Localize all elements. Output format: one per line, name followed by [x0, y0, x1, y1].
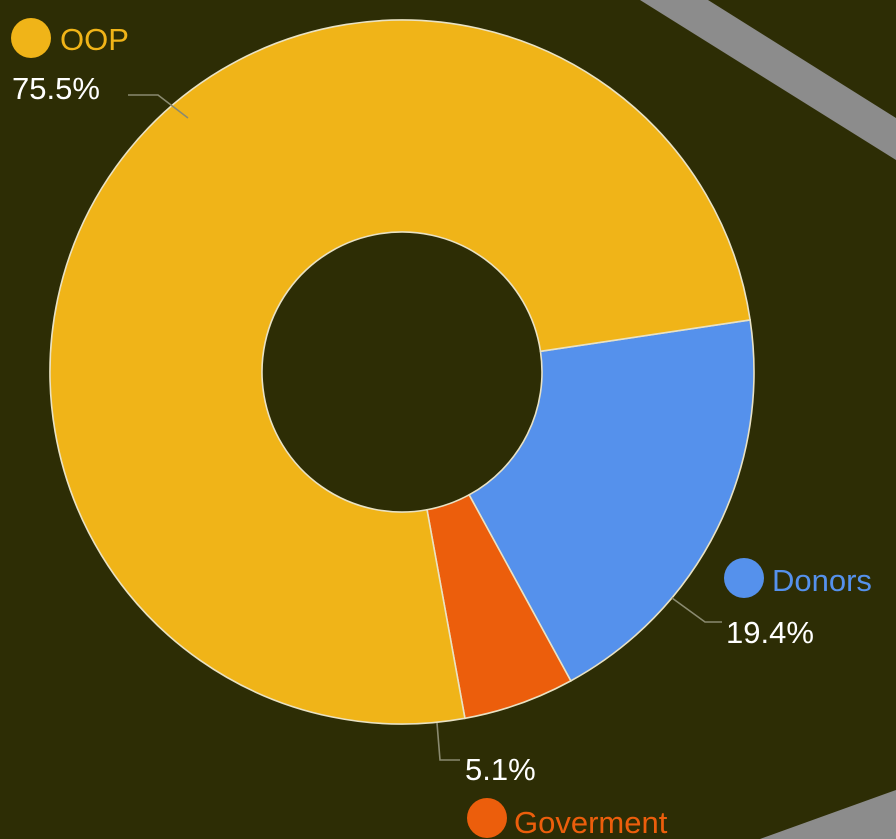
- oop-legend-dot: [11, 18, 51, 58]
- slice-oop: [49, 19, 752, 725]
- donors-legend-dot: [724, 558, 764, 598]
- goverment-value-label: 5.1%: [465, 752, 536, 787]
- slice-donors: [468, 319, 755, 682]
- oop-value-label: 75.5%: [12, 71, 100, 106]
- goverment-name-label: Goverment: [514, 805, 668, 839]
- oop-leader-line: [128, 94, 189, 119]
- oop-name-label: OOP: [60, 22, 129, 57]
- donors-value-label: 19.4%: [726, 615, 814, 650]
- donut-slices: [49, 19, 755, 725]
- goverment-leader-line: [436, 722, 460, 761]
- decorative-band-top: [640, 0, 896, 160]
- donors-name-label: Donors: [772, 563, 872, 598]
- decorative-band-bottom: [760, 790, 896, 839]
- goverment-legend-dot: [467, 798, 507, 838]
- donors-leader-line: [671, 597, 722, 623]
